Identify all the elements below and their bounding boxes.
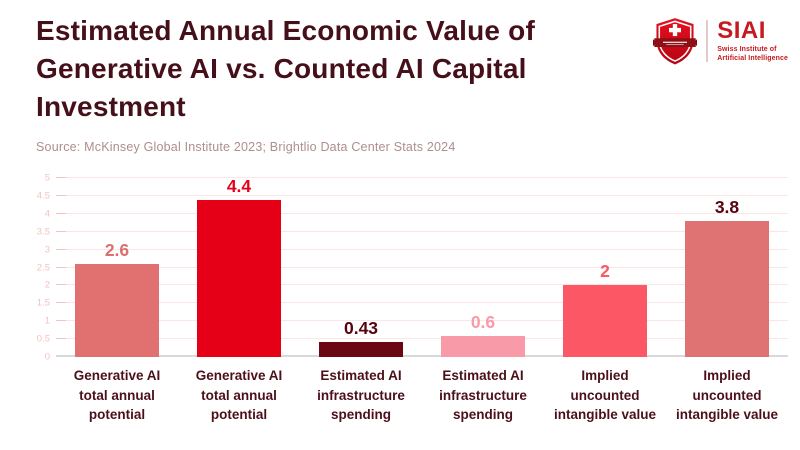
logo-subtitle-line-1: Swiss Institute of [717,46,777,53]
gridline [56,194,788,196]
bars-container: 2.6 4.4 0.43 0.6 2 3.8 [56,176,788,357]
category-label-line: infrastructure [439,387,527,403]
bar-value-label: 4.4 [226,176,252,196]
gridline [56,266,788,268]
bar [563,285,647,357]
category-label: Estimated AI infrastructure spending [422,366,544,425]
x-axis-labels: Generative AI total annual potential Genera… [56,366,788,425]
y-axis-tick-label: 0 [44,351,50,363]
category-label-line: uncounted [570,387,640,403]
y-axis-tick-label: 5 [44,172,50,184]
gridline [56,212,788,214]
category-label: Implied uncounted intangible value [666,366,788,425]
y-axis-tick-label: 3.5 [36,226,50,238]
bar-column: 2 [544,178,666,357]
page-title-line-1: Estimated Annual Economic Value of [36,15,535,46]
logo-subtitle-line-2: Artificial Intelligence [717,54,788,62]
bar-value-label: 0.6 [470,311,496,332]
page-title-line-3: Investment [36,91,186,122]
gridline [56,248,788,250]
y-axis-tick-label: 4 [44,208,50,220]
gridline-tick [56,266,66,268]
gridline [56,230,788,232]
gridline [56,302,788,304]
category-label-line: uncounted [692,387,762,403]
bar-chart: 0 0.5 1 1.5 2 2.5 3 3.5 4 4.5 5 2.6 4.4 0.43 0.6 2 3.8 G… [26,173,788,425]
category-label: Estimated AI infrastructure spending [300,366,422,425]
gridline-tick [56,338,66,340]
category-label-line: potential [88,407,146,422]
y-axis-tick-label: 0.5 [36,333,50,345]
page-title-line-2: Generative AI vs. Counted AI Capital [36,53,527,84]
category-label-line: Generative AI [73,368,161,383]
bar-column: 4.4 [178,176,300,357]
gridline-tick [56,212,66,214]
page-title: Estimated Annual Economic Value of Gener… [36,12,636,126]
gridline-tick [56,355,66,356]
gridline-tick [56,302,66,304]
gridline-tick [56,194,66,196]
siai-logo: SIAI Swiss Institute of Artificial Intel… [653,16,788,66]
category-label-line: spending [453,407,513,422]
bar-value-label: 2 [600,261,610,282]
bar [441,335,525,357]
category-label-line: potential [210,407,268,422]
bar [685,220,769,357]
category-label-line: Generative AI [195,368,283,383]
category-label-line: Implied [581,368,629,383]
bar-column: 0.43 [300,178,422,357]
category-label-line: spending [331,407,391,422]
category-label-line: Implied [703,368,751,383]
bar [75,263,159,357]
bar-column: 3.8 [666,178,788,357]
category-label-line: infrastructure [317,387,405,403]
bar-value-label: 3.8 [714,196,740,217]
bar-value-label: 0.43 [343,317,379,338]
y-axis-tick-label: 1.5 [36,297,50,309]
gridline [56,320,788,322]
category-label-line: Estimated AI [320,368,402,383]
bar-column: 0.6 [422,178,544,357]
bar-column: 2.6 [56,178,178,357]
category-label-line: Estimated AI [442,368,524,383]
category-label-line: intangible value [553,407,657,422]
source-caption: Source: McKinsey Global Institute 2023; … [36,140,456,154]
gridline-tick [56,230,66,232]
y-axis-tick-label: 2 [44,279,50,291]
logo-divider [706,20,709,62]
gridline-tick [56,177,66,178]
y-axis-tick-label: 2.5 [36,262,50,273]
logo-text: SIAI Swiss Institute of Artificial Intel… [717,19,788,63]
logo-acronym: SIAI [717,17,766,44]
category-label: Generative AI total annual potential [178,366,300,425]
gridline [56,177,788,178]
plot-area: 0 0.5 1 1.5 2 2.5 3 3.5 4 4.5 5 2.6 4.4 0.43 0.6 2 3.8 [37,173,788,363]
siai-shield-icon [653,18,698,65]
gridline-tick [56,248,66,250]
y-axis-tick-label: 4.5 [36,190,50,202]
category-label: Implied uncounted intangible value [544,366,666,425]
y-axis-tick-label: 3 [44,244,50,256]
gridline [56,338,788,340]
gridline [56,284,788,286]
category-label-line: intangible value [675,407,779,422]
gridline-tick [56,284,66,286]
category-label-line: total annual [79,387,155,403]
category-label: Generative AI total annual potential [56,366,178,425]
x-axis-line [56,355,788,357]
logo-subtitle: Swiss Institute of Artificial Intelligen… [717,46,788,63]
bar-value-label: 2.6 [104,239,130,260]
gridline-tick [56,320,66,322]
category-label-line: total annual [201,387,277,403]
bar [319,341,403,357]
bar [197,200,281,357]
y-axis-tick-label: 1 [44,315,50,327]
